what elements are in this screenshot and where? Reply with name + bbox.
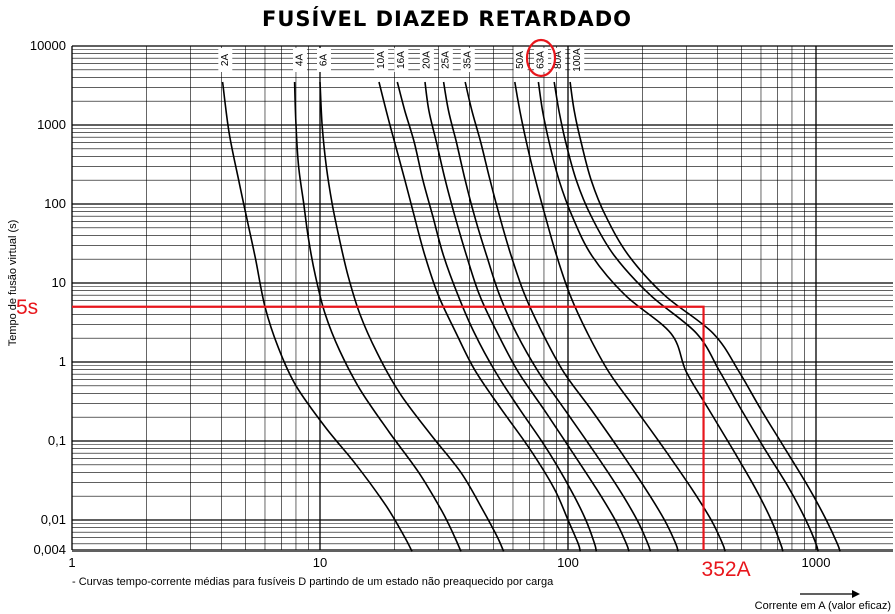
x-tick-label: 1000 (802, 555, 831, 570)
curve-16A (396, 81, 598, 552)
curve-63A (537, 81, 784, 552)
highlight-circle (525, 38, 557, 78)
curve-20A (424, 81, 630, 552)
curve-50A (514, 81, 726, 552)
footnote: - Curvas tempo-corrente médias para fusí… (72, 576, 554, 588)
annotation-label-352a: 352A (702, 558, 751, 581)
curve-10A (378, 81, 581, 552)
curve-6A (319, 81, 505, 552)
rating-label-6A: 6A (319, 54, 330, 67)
y-tick-label: 0,1 (48, 433, 66, 448)
rating-label-100A: 100A (572, 48, 583, 72)
y-tick-label: 10000 (30, 38, 66, 53)
rating-label-63A: 63A (536, 51, 547, 69)
highlight-path (72, 305, 705, 550)
y-tick-label: 10 (52, 275, 66, 290)
rating-label-bg (460, 48, 475, 72)
rating-label-bg (317, 48, 331, 72)
curve-2A (221, 81, 413, 552)
curve-100A (569, 81, 841, 552)
fuse-curves (221, 81, 841, 552)
rating-label-80A: 80A (553, 51, 564, 69)
rating-label-bg (513, 48, 528, 72)
rating-label-bg (419, 48, 434, 72)
curve-4A (293, 81, 462, 552)
x-tick-label: 10 (313, 555, 327, 570)
chart-title: FUSÍVEL DIAZED RETARDADO (262, 6, 632, 31)
rating-labels: 2A 4A 6A 10A 16A 20A 25A 35A 50A 63A 80A 100A (218, 48, 585, 72)
curve-25A (442, 81, 652, 552)
curve-35A (464, 81, 679, 552)
y-tick-label: 0,01 (41, 512, 66, 527)
y-tick-label: 100 (44, 196, 66, 211)
y-tick-label: 1000 (37, 117, 66, 132)
rating-label-bg (570, 48, 585, 72)
y-axis-label: Tempo de fusão virtual (s) (7, 220, 19, 347)
rating-label-bg (218, 48, 233, 72)
rating-label-50A: 50A (515, 51, 526, 69)
rating-label-bg (534, 48, 549, 72)
rating-label-4A: 4A (295, 54, 306, 67)
x-tick-label: 100 (557, 555, 579, 570)
x-axis-label: Corrente em A (valor eficaz) (755, 600, 891, 612)
rating-label-bg (394, 48, 409, 72)
rating-label-bg (438, 48, 453, 72)
rating-label-25A: 25A (440, 51, 451, 69)
rating-label-bg (374, 48, 389, 72)
y-tick-label: 1 (59, 354, 66, 369)
annotations: 5s 352A (16, 38, 751, 581)
x-axis-arrow-icon (800, 590, 860, 598)
rating-label-35A: 35A (462, 51, 473, 69)
y-tick-label: 0,004 (33, 542, 66, 557)
annotation-label-5s: 5s (16, 296, 38, 319)
x-tick-label: 1 (68, 555, 75, 570)
rating-label-20A: 20A (422, 51, 433, 69)
rating-label-bg (292, 48, 307, 72)
rating-label-16A: 16A (396, 51, 407, 69)
curve-80A (553, 81, 819, 552)
rating-label-2A: 2A (220, 54, 231, 67)
rating-label-10A: 10A (376, 51, 387, 69)
